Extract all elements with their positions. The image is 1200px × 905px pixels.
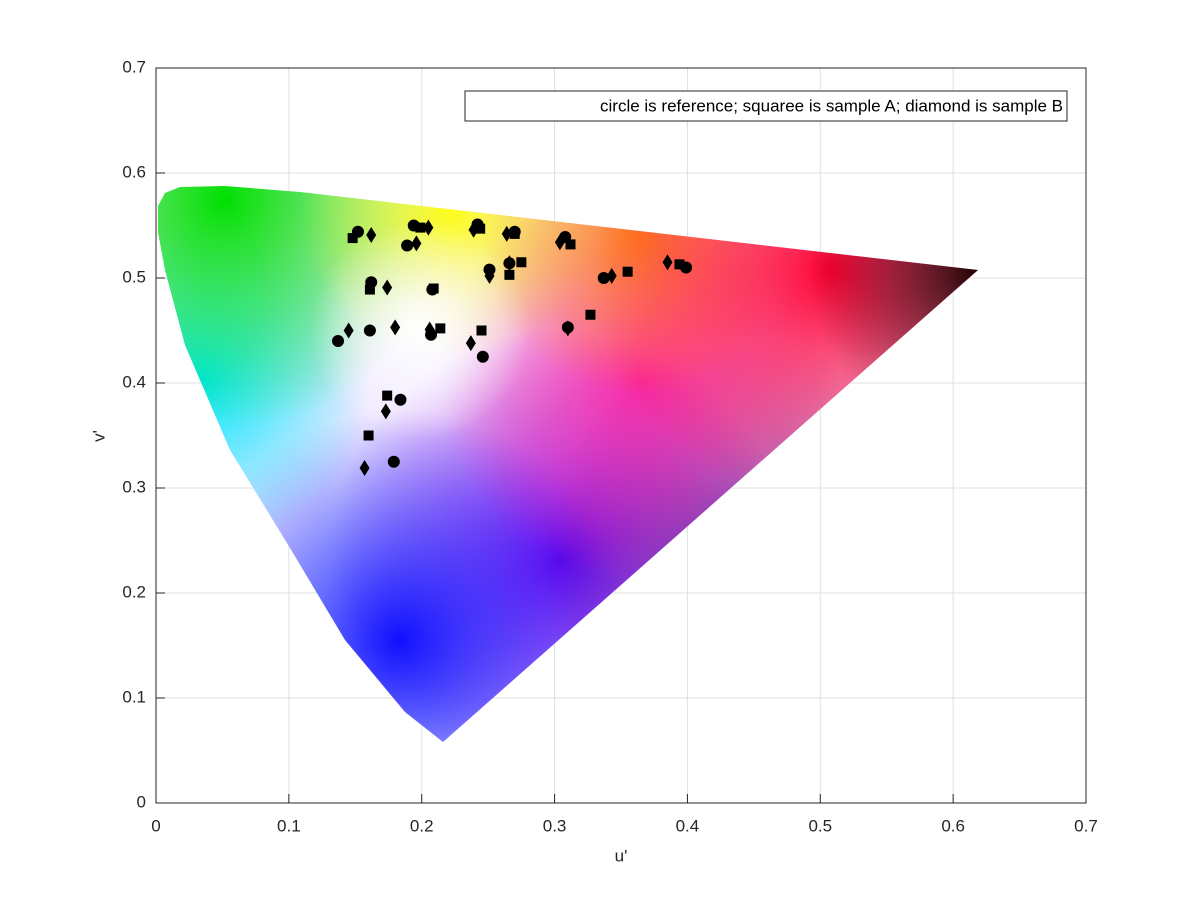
- circle-marker: [332, 335, 345, 347]
- circle-marker: [401, 239, 414, 252]
- x-axis-label: u': [615, 846, 628, 865]
- diamond-marker: [554, 234, 565, 251]
- square-marker: [364, 284, 375, 295]
- legend-text: circle is reference; squaree is sample A…: [600, 96, 1063, 115]
- square-marker: [622, 266, 633, 277]
- diamond-marker: [380, 403, 391, 420]
- x-tick-label: 0.7: [1074, 816, 1098, 835]
- y-tick-label: 0.6: [122, 162, 146, 181]
- diamond-marker: [504, 255, 515, 272]
- ticks: 0 0.1 0.2 0.3 0.4 0.5 0.6 0.7 0 0.1 0.2 0.3 0.4 0.5 0.…: [122, 57, 1097, 835]
- diamond-marker: [606, 267, 617, 284]
- y-tick-label: 0.2: [122, 582, 146, 601]
- diamond-marker: [423, 219, 434, 236]
- y-tick-label: 0.1: [122, 687, 146, 706]
- x-tick-label: 0.5: [808, 816, 832, 835]
- circle-marker: [387, 455, 400, 468]
- square-marker: [363, 430, 374, 441]
- circle-marker: [476, 350, 489, 363]
- y-tick-label: 0.3: [122, 477, 146, 496]
- diamond-marker: [390, 319, 401, 336]
- markers: [332, 218, 693, 477]
- square-marker: [347, 233, 358, 244]
- square-marker: [428, 283, 439, 294]
- square-marker: [476, 325, 487, 336]
- square-marker: [516, 257, 527, 268]
- diamond-marker: [382, 279, 393, 296]
- diamond-marker: [343, 322, 354, 339]
- circle-marker: [394, 393, 407, 406]
- square-marker: [415, 222, 426, 233]
- square-marker: [674, 259, 685, 270]
- diamond-marker: [424, 321, 435, 338]
- diamond-marker: [359, 460, 370, 477]
- diamond-marker: [411, 235, 422, 252]
- y-tick-label: 0.7: [122, 57, 146, 76]
- square-marker: [565, 239, 576, 250]
- diamond-marker: [465, 335, 476, 352]
- square-marker: [504, 269, 515, 280]
- diamond-marker: [562, 320, 573, 337]
- square-marker: [585, 309, 596, 320]
- y-axis-label: v': [89, 430, 108, 442]
- circle-marker: [363, 324, 376, 337]
- x-tick-label: 0.2: [410, 816, 434, 835]
- diamond-marker: [468, 221, 479, 238]
- x-tick-label: 0.1: [277, 816, 301, 835]
- diamond-marker: [501, 225, 512, 242]
- square-marker: [382, 390, 393, 401]
- circle-marker: [597, 272, 610, 284]
- legend-box: [464, 90, 1068, 122]
- diamond-marker: [484, 267, 495, 284]
- y-tick-label: 0: [137, 792, 146, 811]
- square-marker: [509, 228, 520, 239]
- axes-box: [155, 67, 1087, 804]
- y-tick-label: 0.4: [122, 372, 146, 391]
- x-tick-label: 0.3: [543, 816, 567, 835]
- x-tick-label: 0.4: [676, 816, 700, 835]
- square-marker: [475, 223, 486, 234]
- diamond-marker: [366, 226, 377, 243]
- square-marker: [435, 323, 446, 334]
- x-tick-label: 0.6: [941, 816, 965, 835]
- y-tick-label: 0.5: [122, 267, 146, 286]
- diamond-marker: [662, 254, 673, 271]
- x-tick-label: 0: [151, 816, 160, 835]
